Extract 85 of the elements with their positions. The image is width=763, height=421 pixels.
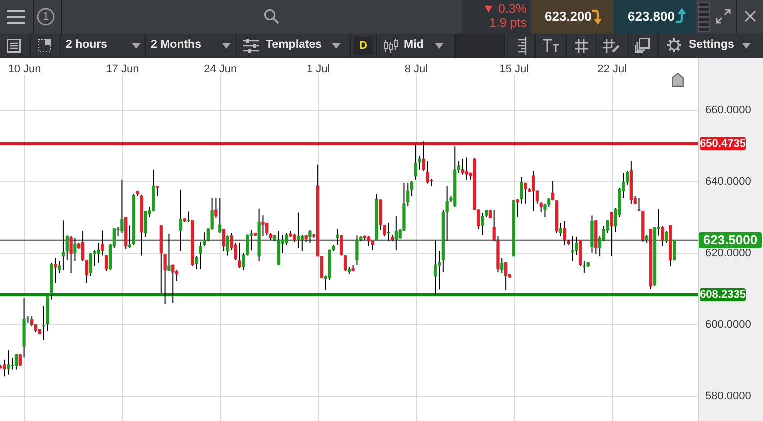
candlestick bbox=[58, 260, 62, 274]
text: 1.9 pts bbox=[489, 16, 527, 30]
candlestick bbox=[434, 239, 438, 296]
candlestick bbox=[582, 260, 586, 274]
candlestick bbox=[367, 236, 371, 247]
candlestick bbox=[300, 234, 304, 252]
candlestick bbox=[266, 222, 269, 236]
x-tick-label: 15 Jul bbox=[500, 64, 530, 76]
candlestick bbox=[665, 230, 668, 244]
y-tick-label: 620.0000 bbox=[706, 247, 752, 260]
candlestick bbox=[250, 229, 254, 252]
candlestick bbox=[575, 236, 578, 256]
candlestick bbox=[30, 316, 34, 328]
candlestick bbox=[179, 189, 183, 252]
candlestick bbox=[7, 350, 10, 376]
candlestick bbox=[104, 255, 108, 272]
candlestick bbox=[70, 236, 73, 274]
candlestick bbox=[336, 228, 340, 246]
candlestick bbox=[356, 235, 359, 266]
text: ▼ 0.3% bbox=[482, 2, 527, 16]
candlestick bbox=[340, 235, 344, 256]
text: 1 bbox=[40, 11, 52, 23]
candlestick bbox=[74, 238, 77, 262]
x-tick-label: 1 Jul bbox=[306, 64, 330, 76]
candlestick bbox=[387, 222, 390, 242]
candlestick bbox=[128, 225, 132, 249]
candlestick bbox=[120, 179, 124, 234]
candlestick bbox=[500, 258, 504, 274]
candlestick bbox=[262, 215, 265, 237]
candlestick bbox=[226, 235, 230, 256]
candlestick bbox=[238, 242, 242, 269]
candlestick bbox=[18, 354, 22, 367]
x-tick-label: 8 Jul bbox=[404, 64, 428, 76]
candlestick bbox=[638, 198, 641, 212]
y-tick-label: 600.0000 bbox=[706, 318, 752, 331]
candlestick bbox=[610, 212, 614, 257]
candlestick bbox=[101, 230, 104, 256]
candlestick bbox=[524, 182, 528, 204]
candlestick bbox=[559, 222, 562, 237]
candlestick bbox=[172, 264, 175, 304]
x-tick-label: 10 Jun bbox=[8, 64, 42, 76]
x-tick-label: 24 Jun bbox=[204, 64, 238, 76]
candlestick bbox=[532, 170, 536, 212]
candlestick bbox=[563, 220, 566, 246]
candlestick bbox=[187, 211, 190, 223]
candlestick bbox=[344, 255, 348, 272]
candlestick bbox=[202, 232, 206, 247]
candlestick bbox=[222, 228, 226, 252]
candlestick bbox=[199, 242, 202, 270]
candlestick bbox=[552, 180, 555, 202]
y-tick-label: 660.0000 bbox=[706, 104, 752, 116]
ref-line-label: 650.4735 bbox=[700, 138, 746, 150]
candlestick bbox=[394, 216, 398, 251]
candlestick bbox=[504, 262, 508, 291]
candlestick bbox=[89, 252, 92, 277]
text: 2 hours bbox=[66, 39, 108, 52]
text: 623.800 bbox=[628, 9, 675, 24]
candlestick bbox=[438, 250, 442, 290]
candlestick bbox=[296, 212, 300, 249]
text: D bbox=[354, 37, 373, 55]
text: 2 Months bbox=[151, 39, 202, 52]
text: Templates bbox=[266, 39, 322, 52]
text: Mid bbox=[404, 39, 424, 52]
text: Settings bbox=[689, 39, 734, 52]
x-tick-label: 22 Jul bbox=[598, 64, 628, 76]
candlestick bbox=[218, 198, 222, 234]
candlestick bbox=[62, 220, 66, 271]
candlestick bbox=[54, 258, 58, 284]
candlestick bbox=[308, 229, 312, 244]
candlestick bbox=[418, 155, 422, 170]
candlestick bbox=[3, 359, 6, 378]
candlestick bbox=[426, 160, 430, 184]
candlestick bbox=[672, 239, 676, 261]
candlestick bbox=[414, 144, 418, 180]
x-tick-label: 17 Jun bbox=[106, 64, 140, 76]
candlestick bbox=[465, 157, 468, 180]
y-tick-label: 640.0000 bbox=[706, 176, 752, 188]
y-tick-label: 580.0000 bbox=[706, 390, 752, 402]
candlestick bbox=[481, 212, 484, 236]
candlestick bbox=[461, 158, 465, 176]
text: 623.200 bbox=[545, 9, 592, 24]
ref-line-label: 623.5000 bbox=[703, 232, 758, 248]
ref-line-label: 608.2335 bbox=[700, 288, 746, 301]
candlestick bbox=[571, 236, 574, 262]
candlestick bbox=[14, 354, 18, 370]
